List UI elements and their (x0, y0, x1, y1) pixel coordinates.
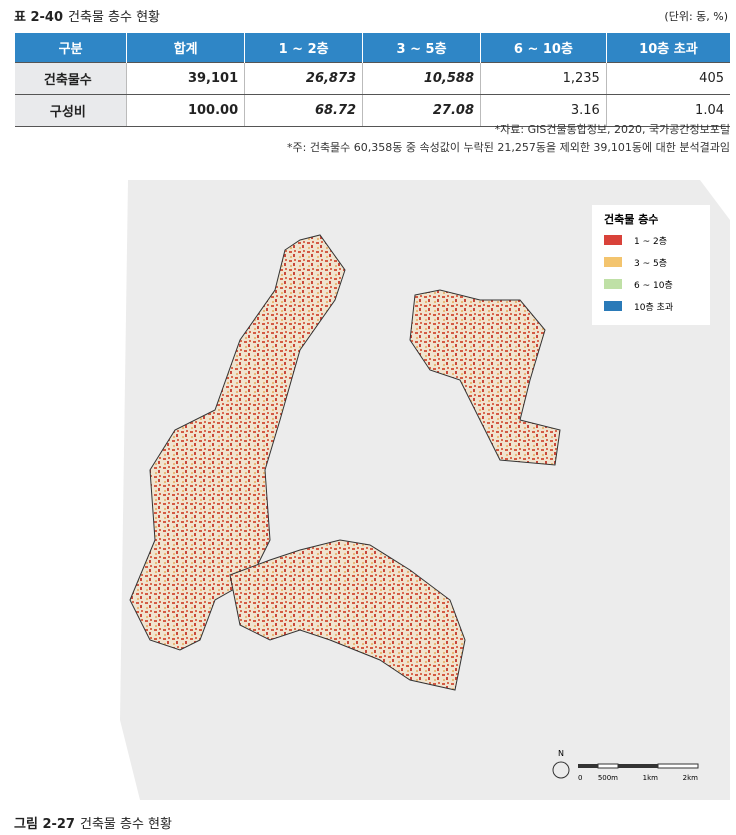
table-cell: 39,101 (126, 62, 245, 95)
table-cell: 1,235 (480, 62, 607, 95)
figure-caption: 그림 2-27 건축물 층수 현황 (14, 813, 172, 832)
north-label: N (558, 749, 564, 758)
figure-label: 그림 2-27 (14, 817, 75, 832)
legend-swatch (604, 301, 622, 311)
scale-bar (578, 764, 598, 768)
scale-label: 1km (643, 774, 659, 782)
legend-label: 6 ~ 10층 (634, 280, 673, 291)
legend-title: 건축물 층수 (604, 212, 658, 226)
note: *주: 건축물수 60,358동 중 속성값이 누락된 21,257동을 제외한… (287, 141, 730, 154)
north-symbol (552, 761, 570, 779)
note: *자료: GIS건물통합정보, 2020, 국가공간정보포털 (494, 123, 730, 136)
table-cell: 건축물수 (14, 62, 127, 95)
unit: (단위: 동, %) (664, 10, 728, 23)
table-header: 10층 초과 (605, 33, 730, 63)
table-header: 합계 (126, 33, 245, 63)
legend-label: 10층 초과 (634, 302, 673, 313)
scale-bar (597, 763, 619, 769)
island (409, 289, 561, 466)
caption-title: 건축물 층수 현황 (68, 10, 161, 25)
scale-label: 0 (578, 774, 582, 782)
legend-swatch (604, 257, 622, 267)
map: 건축물 층수 1 ~ 2층 3 ~ 5층 6 ~ 10층 10층 초과 N 0 500m… (120, 180, 730, 800)
table-caption: 표 2-40 건축물 층수 현황 (14, 6, 160, 25)
table-row: 구성비 100.00 68.72 27.08 3.16 1.04 (14, 94, 730, 127)
table-header: 1 ~ 2층 (244, 33, 363, 63)
figure-title: 건축물 층수 현황 (79, 817, 172, 832)
table-cell: 68.72 (244, 94, 363, 127)
caption-label: 표 2-40 (14, 10, 64, 25)
table-cell: 10,588 (362, 62, 481, 95)
table-header: 3 ~ 5층 (362, 33, 481, 63)
scale-bar (657, 763, 699, 769)
legend-swatch (604, 279, 622, 289)
scale-label: 500m (598, 774, 618, 782)
table-cell: 1.04 (605, 94, 730, 127)
table-cell: 구성비 (14, 94, 127, 127)
legend-label: 3 ~ 5층 (634, 258, 667, 269)
table-cell: 26,873 (244, 62, 363, 95)
table-cell: 27.08 (362, 94, 481, 127)
legend-swatch (604, 235, 622, 245)
table-cell: 100.00 (126, 94, 245, 127)
table-header: 6 ~ 10층 (480, 33, 607, 63)
table: 구분 합계 1 ~ 2층 3 ~ 5층 6 ~ 10층 10층 초과 건축물수 39,101 2… (13, 33, 730, 127)
island (129, 234, 346, 651)
table-cell: 3.16 (480, 94, 607, 127)
legend-label: 1 ~ 2층 (634, 236, 667, 247)
island (229, 539, 466, 691)
scale-bar (618, 764, 658, 768)
table-cell: 405 (605, 62, 730, 95)
table-row: 건축물수 39,101 26,873 10,588 1,235 405 (14, 62, 730, 95)
scale-label: 2km (683, 774, 699, 782)
table-header: 구분 (13, 33, 127, 63)
